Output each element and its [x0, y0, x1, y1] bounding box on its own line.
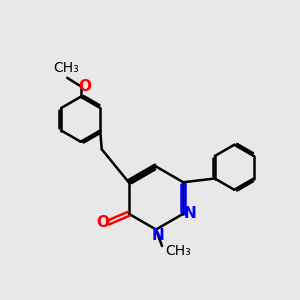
Text: N: N — [184, 206, 196, 221]
Text: O: O — [96, 215, 109, 230]
Text: CH₃: CH₃ — [53, 61, 79, 75]
Text: N: N — [152, 228, 165, 243]
Text: O: O — [78, 79, 91, 94]
Text: CH₃: CH₃ — [165, 244, 191, 258]
